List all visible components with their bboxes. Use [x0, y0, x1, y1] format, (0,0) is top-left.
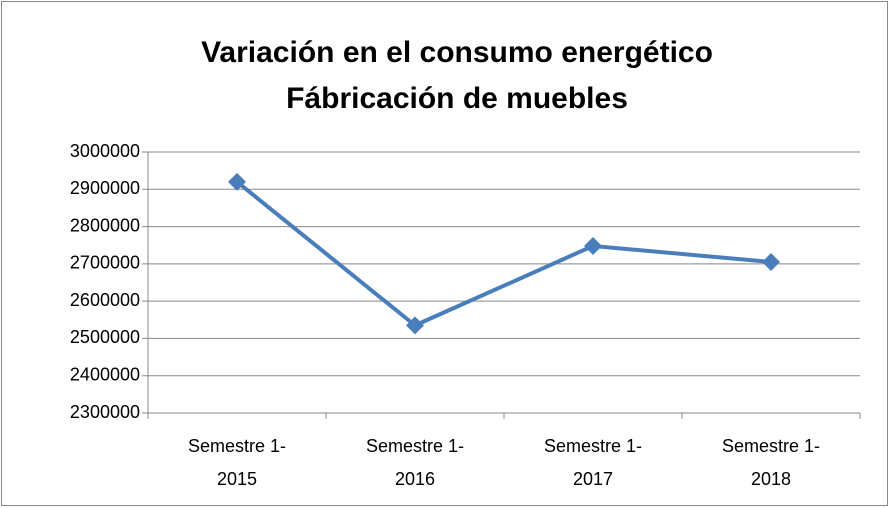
y-tick-label: 2800000	[70, 215, 140, 235]
y-tick-label: 2300000	[70, 402, 140, 422]
x-tick-label: Semestre 1-2015	[188, 436, 286, 489]
line	[235, 180, 772, 328]
y-tick-label: 2500000	[70, 327, 140, 347]
y-tick-label: 2400000	[70, 364, 140, 384]
x-tick-label: Semestre 1-2016	[366, 436, 464, 489]
marker	[228, 172, 246, 191]
x-tick-label: Semestre 1-2018	[722, 436, 820, 489]
marker	[762, 252, 780, 271]
marker	[584, 236, 602, 255]
chart-title: Variación en el consumo energético	[201, 36, 713, 69]
chart-subtitle: Fábricación de muebles	[286, 82, 628, 115]
y-tick-label: 2900000	[70, 178, 140, 198]
y-tick-label: 2700000	[70, 253, 140, 273]
y-tick-label: 3000000	[70, 141, 140, 161]
x-tick-label: Semestre 1-2017	[544, 436, 642, 489]
marker	[406, 316, 424, 335]
y-tick-label: 2600000	[70, 290, 140, 310]
